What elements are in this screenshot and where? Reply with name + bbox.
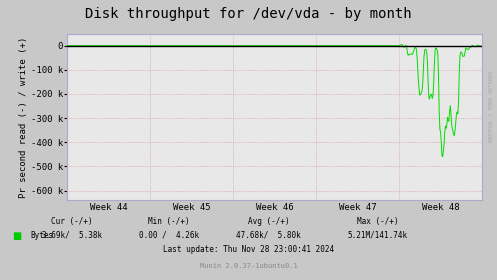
Text: Disk throughput for /dev/vda - by month: Disk throughput for /dev/vda - by month — [85, 7, 412, 21]
Text: Bytes: Bytes — [31, 231, 54, 240]
Text: Min (-/+): Min (-/+) — [148, 217, 190, 226]
Text: Max (-/+): Max (-/+) — [357, 217, 399, 226]
Y-axis label: Pr second read (-) / write (+): Pr second read (-) / write (+) — [19, 36, 28, 197]
Text: RRDTOOL / TOBI OETIKER: RRDTOOL / TOBI OETIKER — [488, 71, 493, 142]
Text: Last update: Thu Nov 28 23:00:41 2024: Last update: Thu Nov 28 23:00:41 2024 — [163, 245, 334, 254]
Text: 5.21M/141.74k: 5.21M/141.74k — [348, 231, 408, 240]
Text: Avg (-/+): Avg (-/+) — [248, 217, 289, 226]
Text: Cur (-/+): Cur (-/+) — [51, 217, 93, 226]
Text: 47.68k/  5.80k: 47.68k/ 5.80k — [236, 231, 301, 240]
Text: 3.69k/  5.38k: 3.69k/ 5.38k — [42, 231, 102, 240]
Text: 0.00 /  4.26k: 0.00 / 4.26k — [139, 231, 199, 240]
Text: Munin 2.0.37-1ubuntu0.1: Munin 2.0.37-1ubuntu0.1 — [200, 263, 297, 269]
Text: ■: ■ — [12, 231, 22, 241]
